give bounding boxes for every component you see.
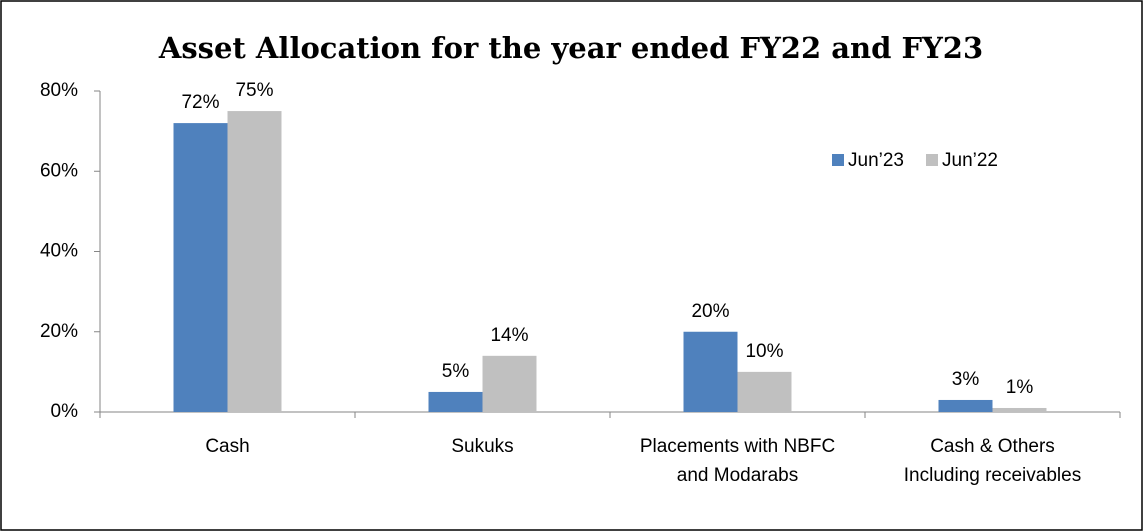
y-tick-label: 20% [40, 321, 78, 342]
bar [173, 123, 228, 412]
x-tick-label: Placements with NBFC and Modarabs [639, 436, 836, 486]
y-tick-label: 80% [40, 80, 78, 101]
bar [992, 407, 1047, 412]
x-tick-label: Sukuks [451, 436, 514, 457]
bar [227, 111, 282, 412]
bar [737, 371, 792, 412]
legend-swatch [832, 154, 844, 166]
data-label: 10% [745, 341, 783, 362]
legend-label: Jun’23 [848, 150, 904, 171]
data-label: 5% [442, 361, 470, 382]
data-label: 3% [952, 369, 980, 390]
bar [428, 391, 483, 412]
data-label: 72% [181, 92, 219, 113]
y-tick-label: 40% [40, 241, 78, 262]
legend-label: Jun’22 [942, 150, 998, 171]
bar [683, 331, 738, 412]
y-tick-label: 0% [51, 401, 79, 422]
data-label: 14% [490, 325, 528, 346]
bar [482, 355, 537, 412]
data-label: 1% [1006, 377, 1034, 398]
data-label: 75% [235, 80, 273, 101]
chart-title: Asset Allocation for the year ended FY22… [158, 31, 983, 65]
y-tick-label: 60% [40, 160, 78, 181]
x-tick-label: Cash [205, 436, 250, 457]
legend-swatch [926, 154, 938, 166]
data-label: 20% [691, 301, 729, 322]
x-tick-label: Cash & Others Including receivables [903, 436, 1082, 486]
bar [938, 399, 993, 412]
